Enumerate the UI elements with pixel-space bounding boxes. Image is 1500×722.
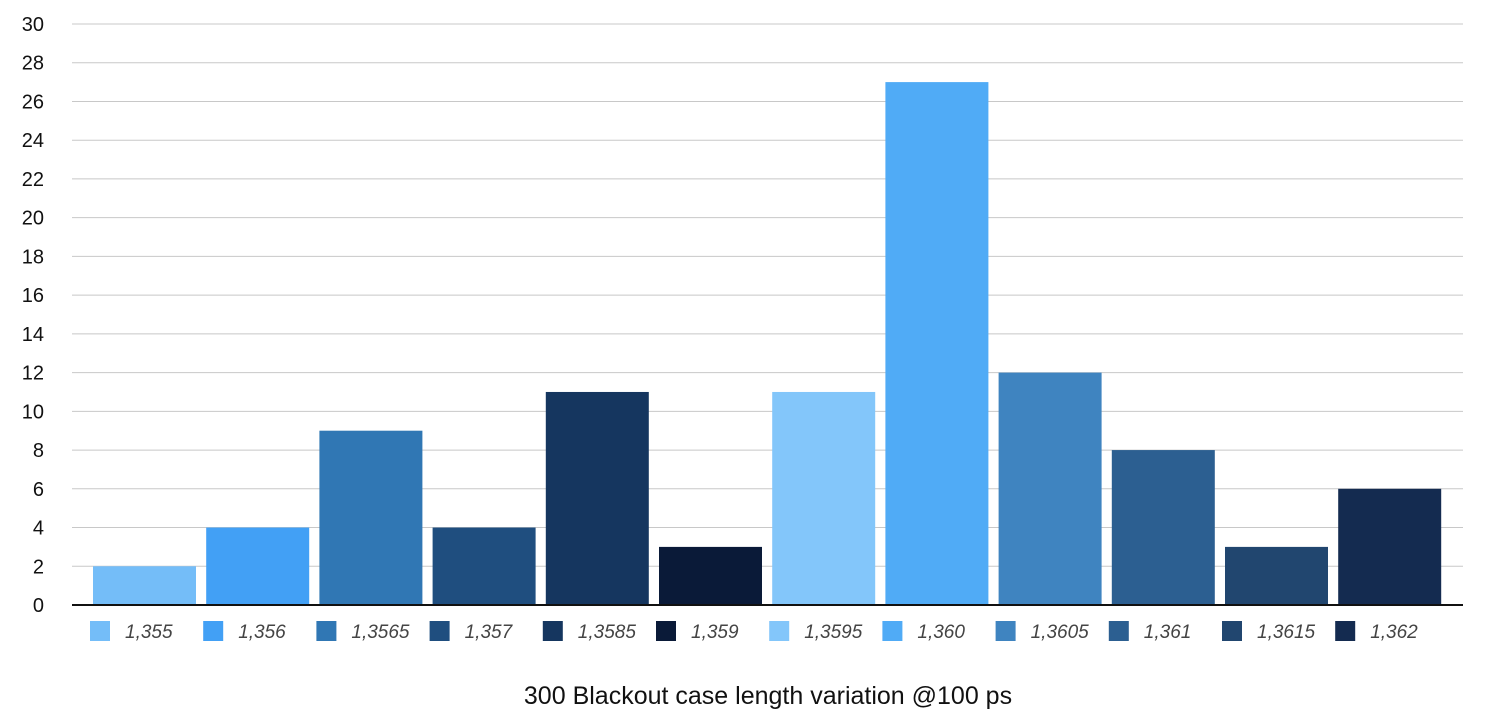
legend-swatch <box>90 621 110 641</box>
legend-swatch <box>769 621 790 641</box>
bar <box>206 527 310 605</box>
legend-label: 1,362 <box>1370 622 1418 643</box>
y-tick-label: 16 <box>22 285 44 307</box>
bar <box>1111 450 1215 605</box>
legend-swatch <box>995 621 1016 641</box>
y-tick-label: 14 <box>22 324 44 346</box>
bar <box>998 372 1102 605</box>
x-axis-label: 300 Blackout case length variation @100 … <box>524 682 1012 710</box>
bar <box>93 566 196 605</box>
bars <box>93 82 1442 606</box>
legend-label: 1,361 <box>1144 622 1192 643</box>
legend-label: 1,3605 <box>1031 622 1090 643</box>
y-tick-label: 30 <box>22 14 44 36</box>
legend-label: 1,3585 <box>578 622 637 643</box>
y-tick-label: 10 <box>22 401 44 423</box>
bar <box>432 527 536 605</box>
y-tick-label: 12 <box>22 363 44 385</box>
legend-swatch <box>429 621 450 641</box>
y-tick-label: 4 <box>33 518 44 540</box>
y-tick-label: 26 <box>22 91 44 113</box>
y-tick-label: 24 <box>22 130 44 152</box>
legend-label: 1,355 <box>125 622 173 643</box>
y-tick-label: 22 <box>22 169 44 191</box>
bar <box>772 391 876 605</box>
bar <box>545 391 649 605</box>
gridlines <box>72 23 1463 567</box>
y-tick-label: 28 <box>22 53 44 75</box>
legend-label: 1,3595 <box>804 622 863 643</box>
bar <box>659 546 762 605</box>
legend-swatch <box>656 621 676 641</box>
legend-swatch <box>203 621 224 641</box>
legend-swatch <box>882 621 903 641</box>
bar <box>1225 546 1328 605</box>
y-tick-label: 0 <box>33 595 44 617</box>
legend-swatch <box>1108 621 1129 641</box>
legend-label: 1,359 <box>691 622 739 643</box>
legend-swatch <box>1335 621 1356 641</box>
y-tick-label: 8 <box>33 440 44 462</box>
legend-label: 1,356 <box>238 622 286 643</box>
y-tick-label: 20 <box>22 208 44 230</box>
y-tick-label: 6 <box>33 479 44 501</box>
legend-label: 1,3615 <box>1257 622 1316 643</box>
legend-label: 1,357 <box>465 622 514 643</box>
legend-swatch <box>1222 621 1242 641</box>
legend-swatch <box>316 621 337 641</box>
legend-label: 1,3565 <box>351 622 410 643</box>
bar <box>1338 488 1442 605</box>
legend-label: 1,360 <box>917 622 965 643</box>
bar <box>319 430 423 605</box>
legend-swatch <box>542 621 563 641</box>
bar <box>885 82 989 606</box>
legend: 1,355 1,356 1,3565 1,357 1,3585 1,359 1,3595 1,… <box>90 621 1418 643</box>
y-tick-label: 2 <box>33 556 44 578</box>
y-tick-label: 18 <box>22 246 44 268</box>
